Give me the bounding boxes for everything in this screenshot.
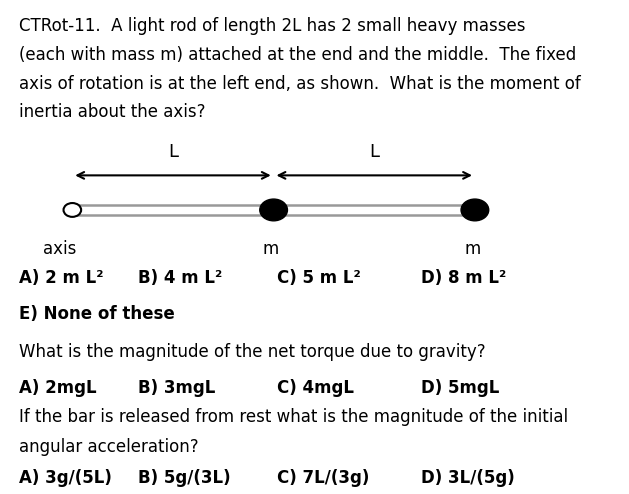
Text: axis: axis <box>43 240 77 257</box>
Text: A) 2mgL: A) 2mgL <box>19 379 96 397</box>
Text: D) 5mgL: D) 5mgL <box>421 379 500 397</box>
Text: C) 4mgL: C) 4mgL <box>277 379 353 397</box>
Text: inertia about the axis?: inertia about the axis? <box>19 103 206 121</box>
Text: D) 8 m L²: D) 8 m L² <box>421 269 507 287</box>
Text: axis of rotation is at the left end, as shown.  What is the moment of: axis of rotation is at the left end, as … <box>19 75 581 92</box>
Text: L: L <box>168 143 178 161</box>
Text: m: m <box>262 240 279 257</box>
Text: m: m <box>465 240 481 257</box>
Text: C) 7L/(3g): C) 7L/(3g) <box>277 469 369 487</box>
Text: A) 3g/(5L): A) 3g/(5L) <box>19 469 112 487</box>
Text: B) 4 m L²: B) 4 m L² <box>138 269 223 287</box>
Text: If the bar is released from rest what is the magnitude of the initial: If the bar is released from rest what is… <box>19 408 568 425</box>
Text: What is the magnitude of the net torque due to gravity?: What is the magnitude of the net torque … <box>19 343 486 361</box>
Text: A) 2 m L²: A) 2 m L² <box>19 269 103 287</box>
Text: E) None of these: E) None of these <box>19 305 175 323</box>
Text: C) 5 m L²: C) 5 m L² <box>277 269 360 287</box>
Text: B) 3mgL: B) 3mgL <box>138 379 216 397</box>
Text: B) 5g/(3L): B) 5g/(3L) <box>138 469 231 487</box>
Text: CTRot-11.  A light rod of length 2L has 2 small heavy masses: CTRot-11. A light rod of length 2L has 2… <box>19 17 525 35</box>
Text: angular acceleration?: angular acceleration? <box>19 438 199 456</box>
Circle shape <box>461 199 489 221</box>
Text: (each with mass m) attached at the end and the middle.  The fixed: (each with mass m) attached at the end a… <box>19 46 576 64</box>
Text: D) 3L/(5g): D) 3L/(5g) <box>421 469 515 487</box>
Circle shape <box>260 199 287 221</box>
Circle shape <box>64 203 81 217</box>
Text: L: L <box>369 143 379 161</box>
